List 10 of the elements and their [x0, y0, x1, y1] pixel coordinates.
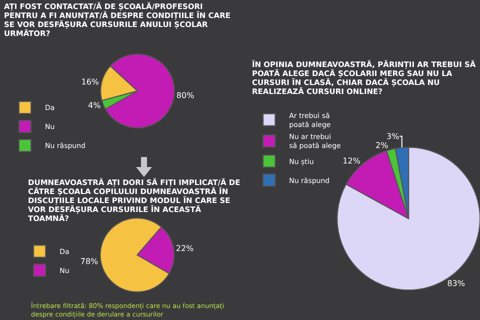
- data-label: 3%: [386, 132, 400, 141]
- data-label: 16%: [81, 77, 100, 86]
- data-label: 78%: [80, 256, 99, 266]
- pie-slice: [346, 150, 410, 220]
- data-label: 80%: [176, 90, 195, 100]
- data-label: 2%: [376, 140, 389, 150]
- data-label: 4%: [88, 101, 102, 110]
- data-label: 12%: [342, 156, 361, 166]
- data-label: 22%: [176, 244, 194, 254]
- data-label: 83%: [447, 278, 466, 288]
